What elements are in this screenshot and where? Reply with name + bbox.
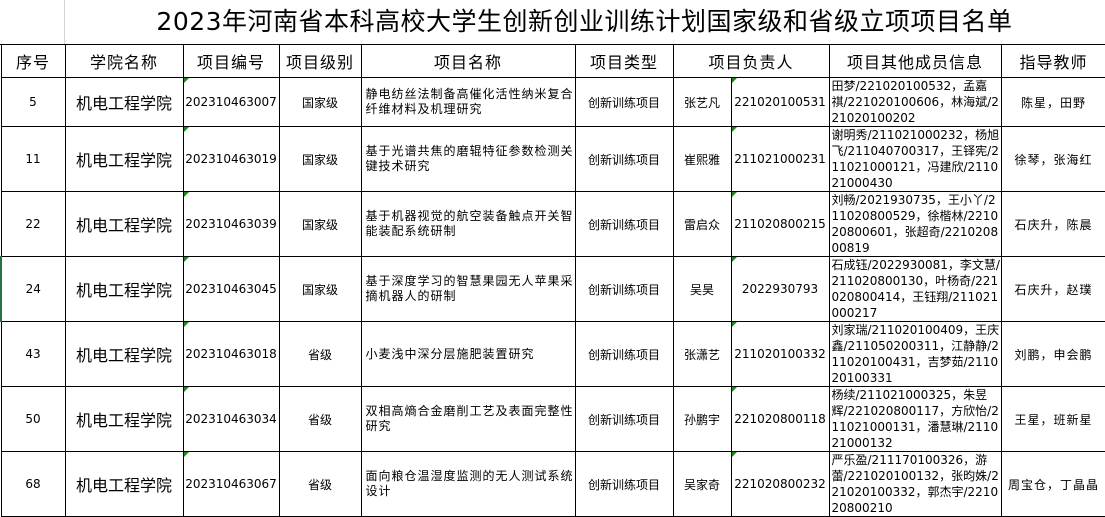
table-row: 24 机电工程学院 202310463045 国家级 基于深度学习的智慧果园无人苹果采摘… xyxy=(0,256,1105,322)
cell-project-name[interactable]: 面向粮仓温湿度监测的无人测试系统设计 xyxy=(360,451,576,517)
table-row: 50 机电工程学院 202310463034 省级 双相高熵合金磨削工艺及表面完整性研究… xyxy=(0,386,1105,452)
cell-leader-id[interactable]: 221020100531 xyxy=(730,77,830,127)
cell-type[interactable]: 创新训练项目 xyxy=(574,77,674,127)
table-row: 22 机电工程学院 202310463039 国家级 基于机器视觉的航空装备触点开关智能… xyxy=(0,191,1105,257)
cell-leader[interactable]: 崔熙雅 xyxy=(672,126,732,192)
cell-leader-id[interactable]: 2022930793 xyxy=(730,256,830,322)
cell-no[interactable]: 11 xyxy=(0,126,66,192)
cell-project-name[interactable]: 基于深度学习的智慧果园无人苹果采摘机器人的研制 xyxy=(360,256,576,322)
header-members[interactable]: 项目其他成员信息 xyxy=(828,44,1002,78)
cell-level[interactable]: 省级 xyxy=(278,451,362,517)
gridline xyxy=(64,0,65,44)
cell-college[interactable]: 机电工程学院 xyxy=(64,126,184,192)
header-type[interactable]: 项目类型 xyxy=(574,44,674,78)
cell-leader-id[interactable]: 211021000231 xyxy=(730,126,830,192)
table-row: 43 机电工程学院 202310463018 省级 小麦浅中深分层施肥装置研究 创新训练项… xyxy=(0,321,1105,387)
cell-teachers[interactable]: 周宝仓，丁晶晶 xyxy=(1000,451,1105,517)
header-leader[interactable]: 项目负责人 xyxy=(672,44,830,78)
cell-type[interactable]: 创新训练项目 xyxy=(574,451,674,517)
header-level[interactable]: 项目级别 xyxy=(278,44,362,78)
cell-no[interactable]: 24 xyxy=(0,256,66,322)
cell-members[interactable]: 田梦/221020100532，孟嘉祺/221020100606，林海斌/221… xyxy=(828,77,1002,127)
cell-leader[interactable]: 张潇艺 xyxy=(672,321,732,387)
cell-code[interactable]: 202310463019 xyxy=(182,126,280,192)
cell-leader-id[interactable]: 211020100332 xyxy=(730,321,830,387)
cell-type[interactable]: 创新训练项目 xyxy=(574,386,674,452)
cell-no[interactable]: 43 xyxy=(0,321,66,387)
table-row: 11 机电工程学院 202310463019 国家级 基于光谱共焦的磨辊特征参数检测关键… xyxy=(0,126,1105,192)
cell-college[interactable]: 机电工程学院 xyxy=(64,386,184,452)
project-table: 序号 学院名称 项目编号 项目级别 项目名称 项目类型 项目负责人 项目其他成员… xyxy=(0,44,1105,517)
cell-leader[interactable]: 张艺凡 xyxy=(672,77,732,127)
cell-leader[interactable]: 吴家奇 xyxy=(672,451,732,517)
cell-leader-id[interactable]: 221020800232 xyxy=(730,451,830,517)
cell-members[interactable]: 严乐盈/211170100326，游蕾/221020100132，张昀姝/221… xyxy=(828,451,1002,517)
cell-project-name[interactable]: 小麦浅中深分层施肥装置研究 xyxy=(360,321,576,387)
header-name[interactable]: 项目名称 xyxy=(360,44,576,78)
table-row: 5 机电工程学院 202310463007 国家级 静电纺丝法制备高催化活性纳米复合纤维… xyxy=(0,77,1105,127)
cell-college[interactable]: 机电工程学院 xyxy=(64,451,184,517)
cell-type[interactable]: 创新训练项目 xyxy=(574,256,674,322)
cell-code[interactable]: 202310463034 xyxy=(182,386,280,452)
cell-college[interactable]: 机电工程学院 xyxy=(64,191,184,257)
cell-leader-id[interactable]: 221020800118 xyxy=(730,386,830,452)
cell-project-name[interactable]: 基于光谱共焦的磨辊特征参数检测关键技术研究 xyxy=(360,126,576,192)
cell-leader[interactable]: 雷启众 xyxy=(672,191,732,257)
header-code[interactable]: 项目编号 xyxy=(182,44,280,78)
cell-level[interactable]: 国家级 xyxy=(278,256,362,322)
cell-no[interactable]: 68 xyxy=(0,451,66,517)
cell-level[interactable]: 国家级 xyxy=(278,126,362,192)
header-teachers[interactable]: 指导教师 xyxy=(1000,44,1105,78)
cell-teachers[interactable]: 陈星，田野 xyxy=(1000,77,1105,127)
cell-teachers[interactable]: 石庆升，陈晨 xyxy=(1000,191,1105,257)
cell-no[interactable]: 22 xyxy=(0,191,66,257)
title-row: 2023年河南省本科高校大学生创新创业训练计划国家级和省级立项项目名单 xyxy=(0,0,1105,45)
cell-project-name[interactable]: 静电纺丝法制备高催化活性纳米复合纤维材料及机理研究 xyxy=(360,77,576,127)
header-no[interactable]: 序号 xyxy=(0,44,66,78)
cell-members[interactable]: 石成钰/2022930081，李文慧/211020800130，叶杨奇/2210… xyxy=(828,256,1002,322)
cell-code[interactable]: 202310463039 xyxy=(182,191,280,257)
sheet-title[interactable]: 2023年河南省本科高校大学生创新创业训练计划国家级和省级立项项目名单 xyxy=(156,7,1013,36)
cell-leader-id[interactable]: 211020800215 xyxy=(730,191,830,257)
cell-members[interactable]: 刘畅/2021930735，王小丫/211020800529，徐楷林/22102… xyxy=(828,191,1002,257)
cell-project-name[interactable]: 双相高熵合金磨削工艺及表面完整性研究 xyxy=(360,386,576,452)
table-row: 68 机电工程学院 202310463067 省级 面向粮仓温湿度监测的无人测试系统设计… xyxy=(0,451,1105,517)
cell-code[interactable]: 202310463045 xyxy=(182,256,280,322)
cell-teachers[interactable]: 石庆升，赵璞 xyxy=(1000,256,1105,322)
cell-level[interactable]: 省级 xyxy=(278,321,362,387)
header-row: 序号 学院名称 项目编号 项目级别 项目名称 项目类型 项目负责人 项目其他成员… xyxy=(0,44,1105,78)
cell-level[interactable]: 国家级 xyxy=(278,77,362,127)
cell-teachers[interactable]: 刘鹏，申会鹏 xyxy=(1000,321,1105,387)
cell-level[interactable]: 省级 xyxy=(278,386,362,452)
cell-no[interactable]: 50 xyxy=(0,386,66,452)
cell-level[interactable]: 国家级 xyxy=(278,191,362,257)
cell-code[interactable]: 202310463018 xyxy=(182,321,280,387)
cell-code[interactable]: 202310463007 xyxy=(182,77,280,127)
cell-college[interactable]: 机电工程学院 xyxy=(64,77,184,127)
cell-members[interactable]: 杨续/211021000325，朱昱辉/221020800117，方欣怡/211… xyxy=(828,386,1002,452)
cell-college[interactable]: 机电工程学院 xyxy=(64,321,184,387)
cell-teachers[interactable]: 徐琴，张海红 xyxy=(1000,126,1105,192)
cell-leader[interactable]: 孙鹏宇 xyxy=(672,386,732,452)
header-college[interactable]: 学院名称 xyxy=(64,44,184,78)
cell-type[interactable]: 创新训练项目 xyxy=(574,126,674,192)
cell-no[interactable]: 5 xyxy=(0,77,66,127)
cell-type[interactable]: 创新训练项目 xyxy=(574,191,674,257)
cell-type[interactable]: 创新训练项目 xyxy=(574,321,674,387)
cell-members[interactable]: 谢明秀/211021000232，杨旭飞/211040700317，王铎宪/21… xyxy=(828,126,1002,192)
cell-leader[interactable]: 吴昊 xyxy=(672,256,732,322)
cell-members[interactable]: 刘家瑞/211020100409，王庆鑫/211050200311，江静静/21… xyxy=(828,321,1002,387)
cell-code[interactable]: 202310463067 xyxy=(182,451,280,517)
cell-teachers[interactable]: 王星，班新星 xyxy=(1000,386,1105,452)
cell-project-name[interactable]: 基于机器视觉的航空装备触点开关智能装配系统研制 xyxy=(360,191,576,257)
cell-college[interactable]: 机电工程学院 xyxy=(64,256,184,322)
